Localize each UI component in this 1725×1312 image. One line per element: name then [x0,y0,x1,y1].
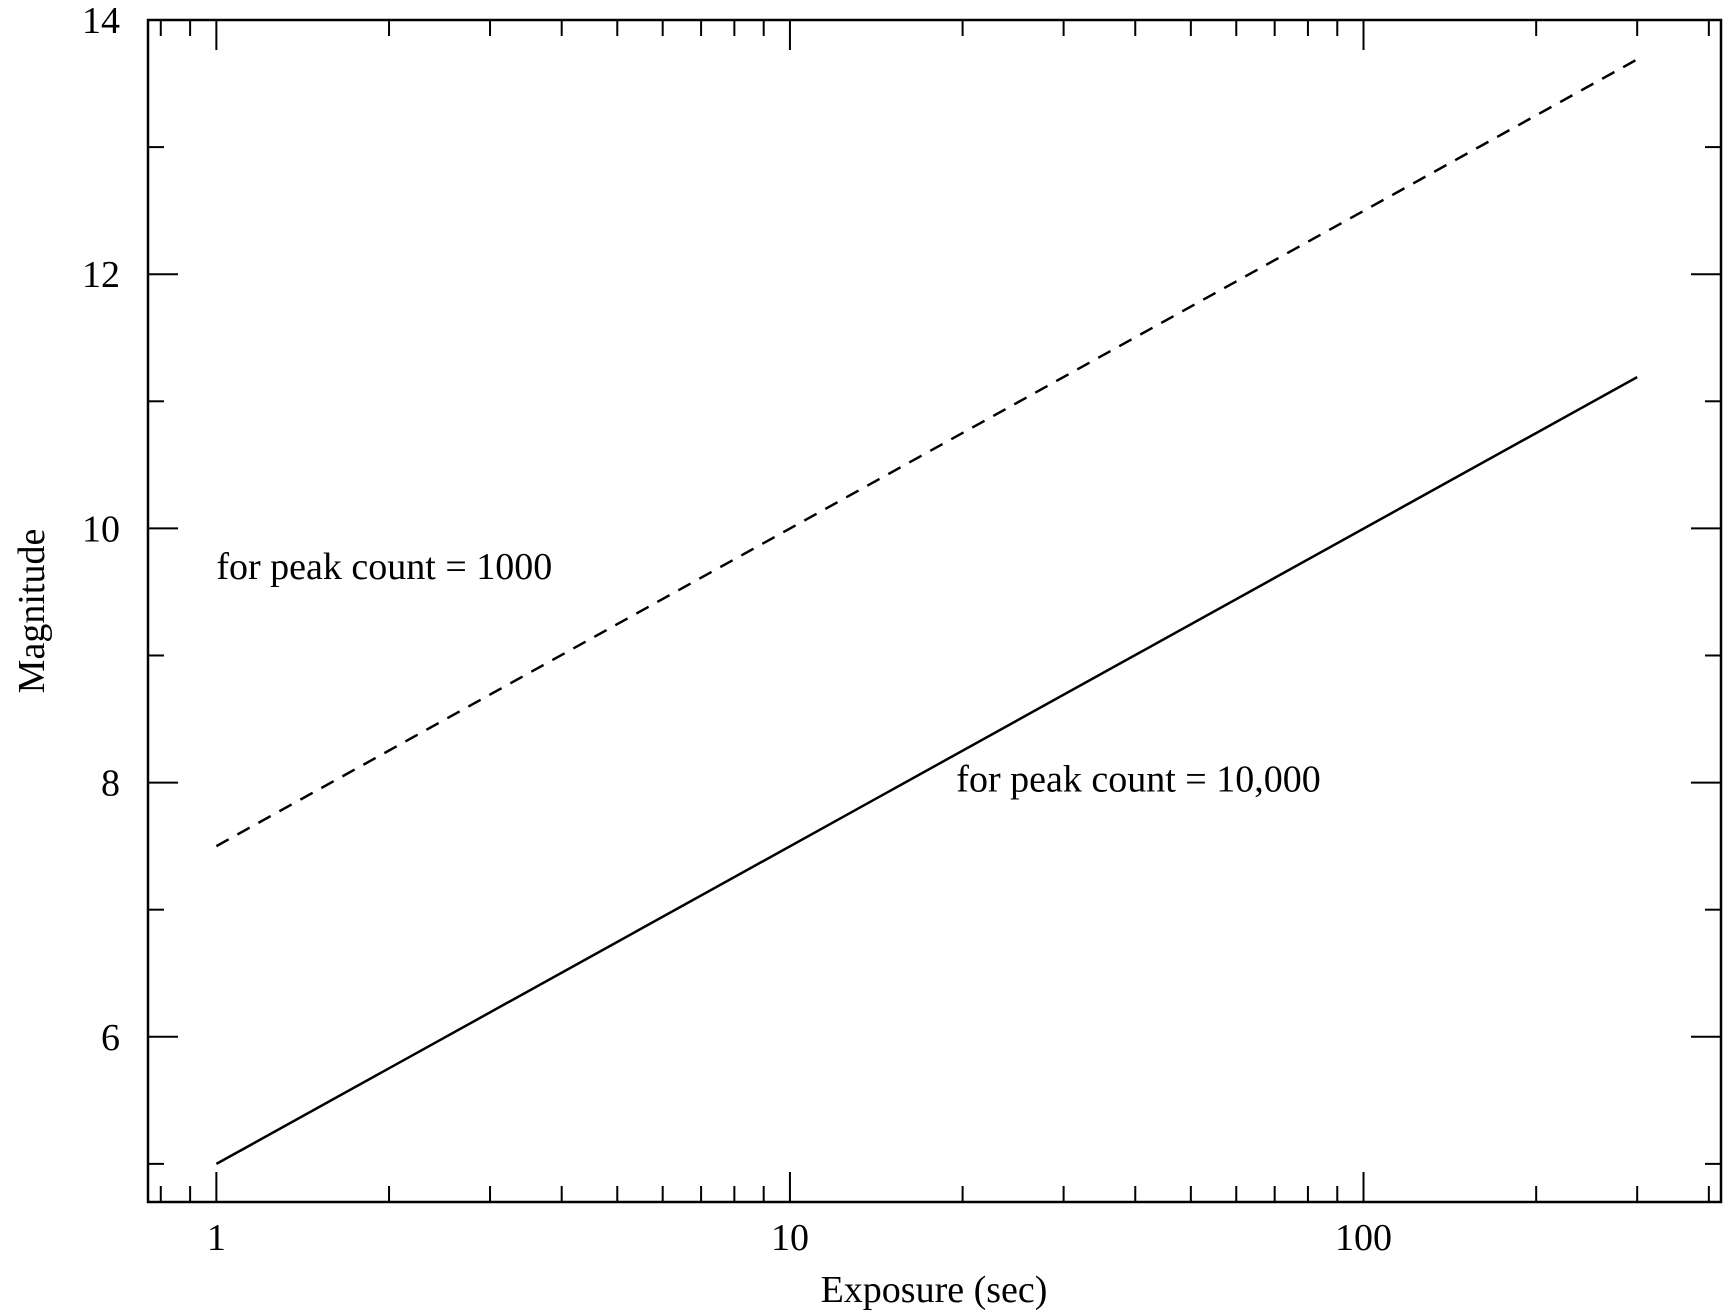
x-tick-label: 100 [1335,1217,1392,1259]
y-tick-label: 12 [82,254,120,296]
plot-frame [146,18,1723,1204]
x-axis-label: Exposure (sec) [821,1269,1048,1311]
solid-series-line [215,376,1638,1165]
annotation-peak-1000: for peak count = 1000 [216,546,552,588]
labels-group: 1 10 100 6 8 10 12 14 for peak count = 1000 for p… [82,0,1392,1259]
series-group [215,58,1638,1165]
y-tick-label: 14 [82,0,120,42]
x-tick-label: 10 [771,1217,809,1259]
y-tick-label: 6 [101,1017,120,1059]
y-tick-label: 8 [101,763,120,805]
axis-ticks [148,19,1721,1202]
dashed-series-line [215,58,1638,848]
annotation-peak-10000: for peak count = 10,000 [956,758,1320,800]
y-axis-label: Magnitude [11,529,53,694]
y-tick-label: 10 [82,508,120,550]
x-tick-label: 1 [207,1217,226,1259]
